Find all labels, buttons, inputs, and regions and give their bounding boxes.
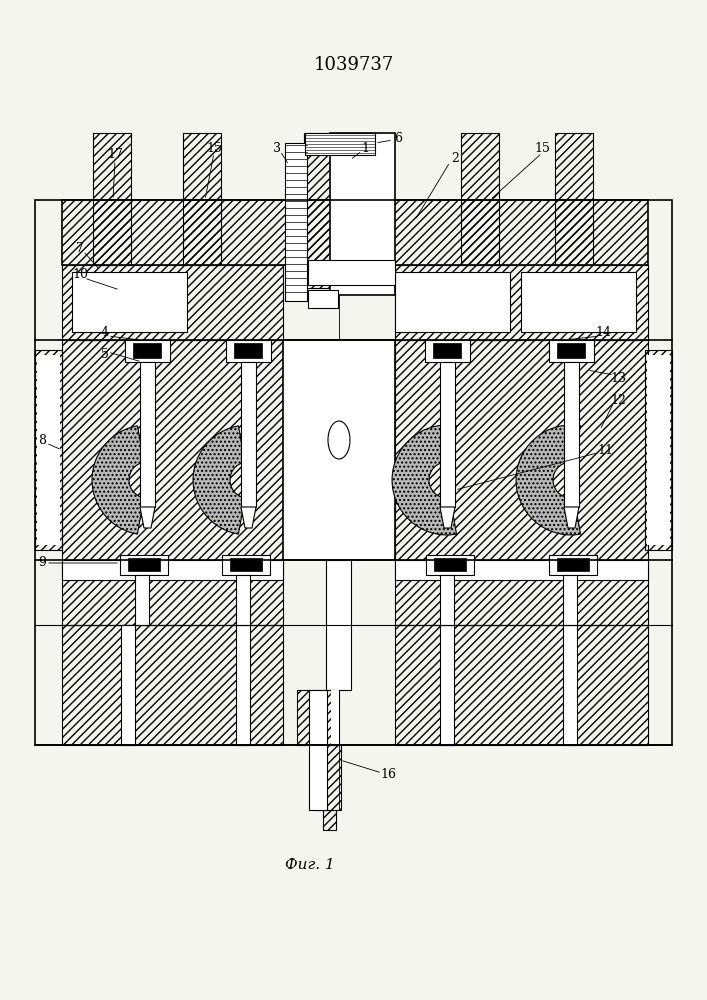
Text: 11: 11 — [597, 444, 613, 456]
Bar — [395, 265, 648, 340]
Bar — [395, 560, 648, 625]
Bar — [37, 355, 60, 545]
Bar — [135, 575, 149, 625]
Bar — [395, 340, 648, 560]
Text: 7: 7 — [76, 241, 84, 254]
Bar — [309, 690, 327, 810]
Bar — [434, 558, 466, 571]
Text: 15: 15 — [534, 141, 550, 154]
Polygon shape — [392, 425, 457, 535]
Text: 13: 13 — [610, 371, 626, 384]
Text: 5: 5 — [101, 349, 109, 361]
Bar — [62, 340, 283, 560]
Bar — [140, 362, 155, 507]
Text: 1: 1 — [361, 141, 369, 154]
Bar — [62, 560, 283, 580]
Bar — [326, 560, 351, 690]
Bar — [395, 272, 510, 332]
Bar — [557, 343, 585, 358]
Bar — [62, 560, 283, 625]
Bar — [305, 133, 375, 155]
Bar — [230, 558, 262, 571]
Bar — [236, 575, 250, 625]
Bar — [183, 133, 221, 265]
Polygon shape — [564, 507, 579, 528]
Bar — [564, 362, 579, 507]
Bar — [316, 745, 341, 810]
Text: 14: 14 — [595, 326, 611, 340]
Bar — [93, 133, 131, 265]
Bar — [308, 260, 395, 285]
Bar — [35, 350, 62, 550]
Bar — [461, 133, 499, 265]
Bar — [645, 350, 672, 550]
Text: 1039737: 1039737 — [314, 56, 394, 74]
Bar — [234, 343, 262, 358]
Bar — [236, 625, 250, 745]
Text: 16: 16 — [380, 768, 396, 782]
Bar — [549, 340, 594, 362]
Bar — [555, 133, 593, 265]
Bar — [62, 265, 283, 340]
Bar — [521, 272, 636, 332]
Text: 8: 8 — [38, 434, 46, 446]
Bar — [133, 343, 161, 358]
Text: 12: 12 — [610, 393, 626, 406]
Text: 4: 4 — [101, 326, 109, 340]
Bar — [297, 690, 339, 745]
Bar — [120, 555, 168, 575]
Bar — [72, 272, 187, 332]
Bar — [308, 290, 338, 308]
Bar — [125, 340, 170, 362]
Bar — [440, 625, 454, 745]
Bar — [241, 362, 256, 507]
Text: 3: 3 — [273, 141, 281, 154]
Bar — [121, 625, 135, 745]
Polygon shape — [193, 426, 245, 534]
Bar — [395, 560, 648, 580]
Bar — [331, 690, 339, 745]
Bar — [433, 343, 461, 358]
Bar — [323, 810, 336, 830]
Ellipse shape — [328, 421, 350, 459]
Text: 15: 15 — [206, 141, 222, 154]
Bar — [426, 555, 474, 575]
Polygon shape — [92, 426, 144, 534]
Bar — [563, 625, 577, 745]
Bar — [283, 340, 395, 560]
Bar — [222, 555, 270, 575]
Text: 10: 10 — [72, 268, 88, 282]
Bar — [563, 575, 577, 625]
Bar — [330, 133, 395, 295]
Polygon shape — [440, 507, 455, 528]
Bar — [62, 625, 283, 745]
Polygon shape — [241, 507, 256, 528]
Bar — [128, 558, 160, 571]
Text: 17: 17 — [107, 148, 123, 161]
Bar — [35, 200, 672, 745]
Bar — [549, 555, 597, 575]
Bar — [557, 558, 589, 571]
Bar — [395, 625, 648, 745]
Text: Фиг. 1: Фиг. 1 — [285, 858, 335, 872]
Text: 6: 6 — [394, 131, 402, 144]
Polygon shape — [516, 425, 580, 535]
Bar — [440, 362, 455, 507]
Bar — [304, 133, 336, 288]
Text: 9: 9 — [38, 556, 46, 570]
Text: 2: 2 — [451, 151, 459, 164]
Bar — [425, 340, 470, 362]
Bar — [440, 575, 454, 625]
Bar — [62, 200, 648, 265]
Polygon shape — [140, 507, 155, 528]
Bar — [285, 143, 307, 301]
Bar — [647, 355, 670, 545]
Bar — [226, 340, 271, 362]
